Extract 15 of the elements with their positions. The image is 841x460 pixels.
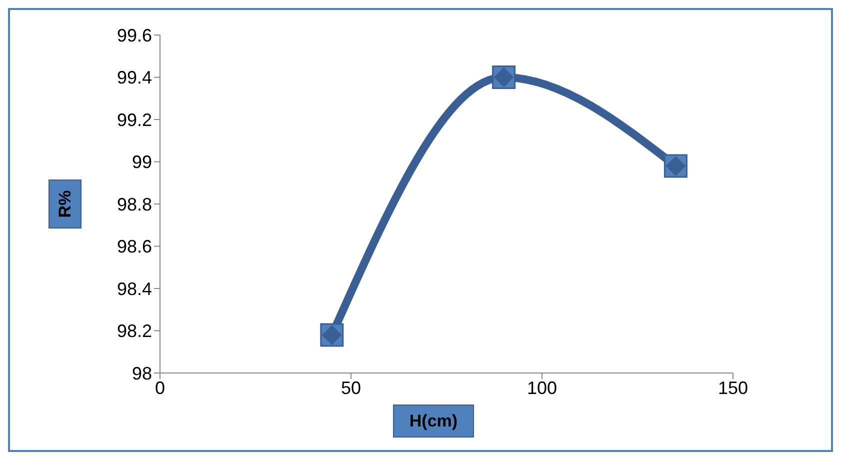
y-tick-label: 98: [132, 363, 152, 384]
y-tick-label: 99.6: [116, 25, 152, 46]
x-tick-label: 0: [154, 378, 166, 398]
x-tick-label: 50: [340, 378, 362, 398]
y-tick-label: 99: [132, 152, 152, 172]
y-axis-title: R%: [56, 190, 74, 218]
y-tick-label: 98.2: [116, 321, 152, 342]
x-tick-label: 150: [718, 378, 748, 398]
y-tick-label: 99.2: [116, 110, 152, 130]
x-tick-label: 100: [526, 378, 558, 398]
y-tick-label: 98.4: [116, 278, 152, 299]
y-tick-label: 98.6: [116, 236, 152, 257]
x-axis-title: H(cm): [409, 412, 458, 430]
y-tick-label: 99.4: [116, 68, 152, 88]
y-tick-label: 98.8: [116, 194, 152, 214]
